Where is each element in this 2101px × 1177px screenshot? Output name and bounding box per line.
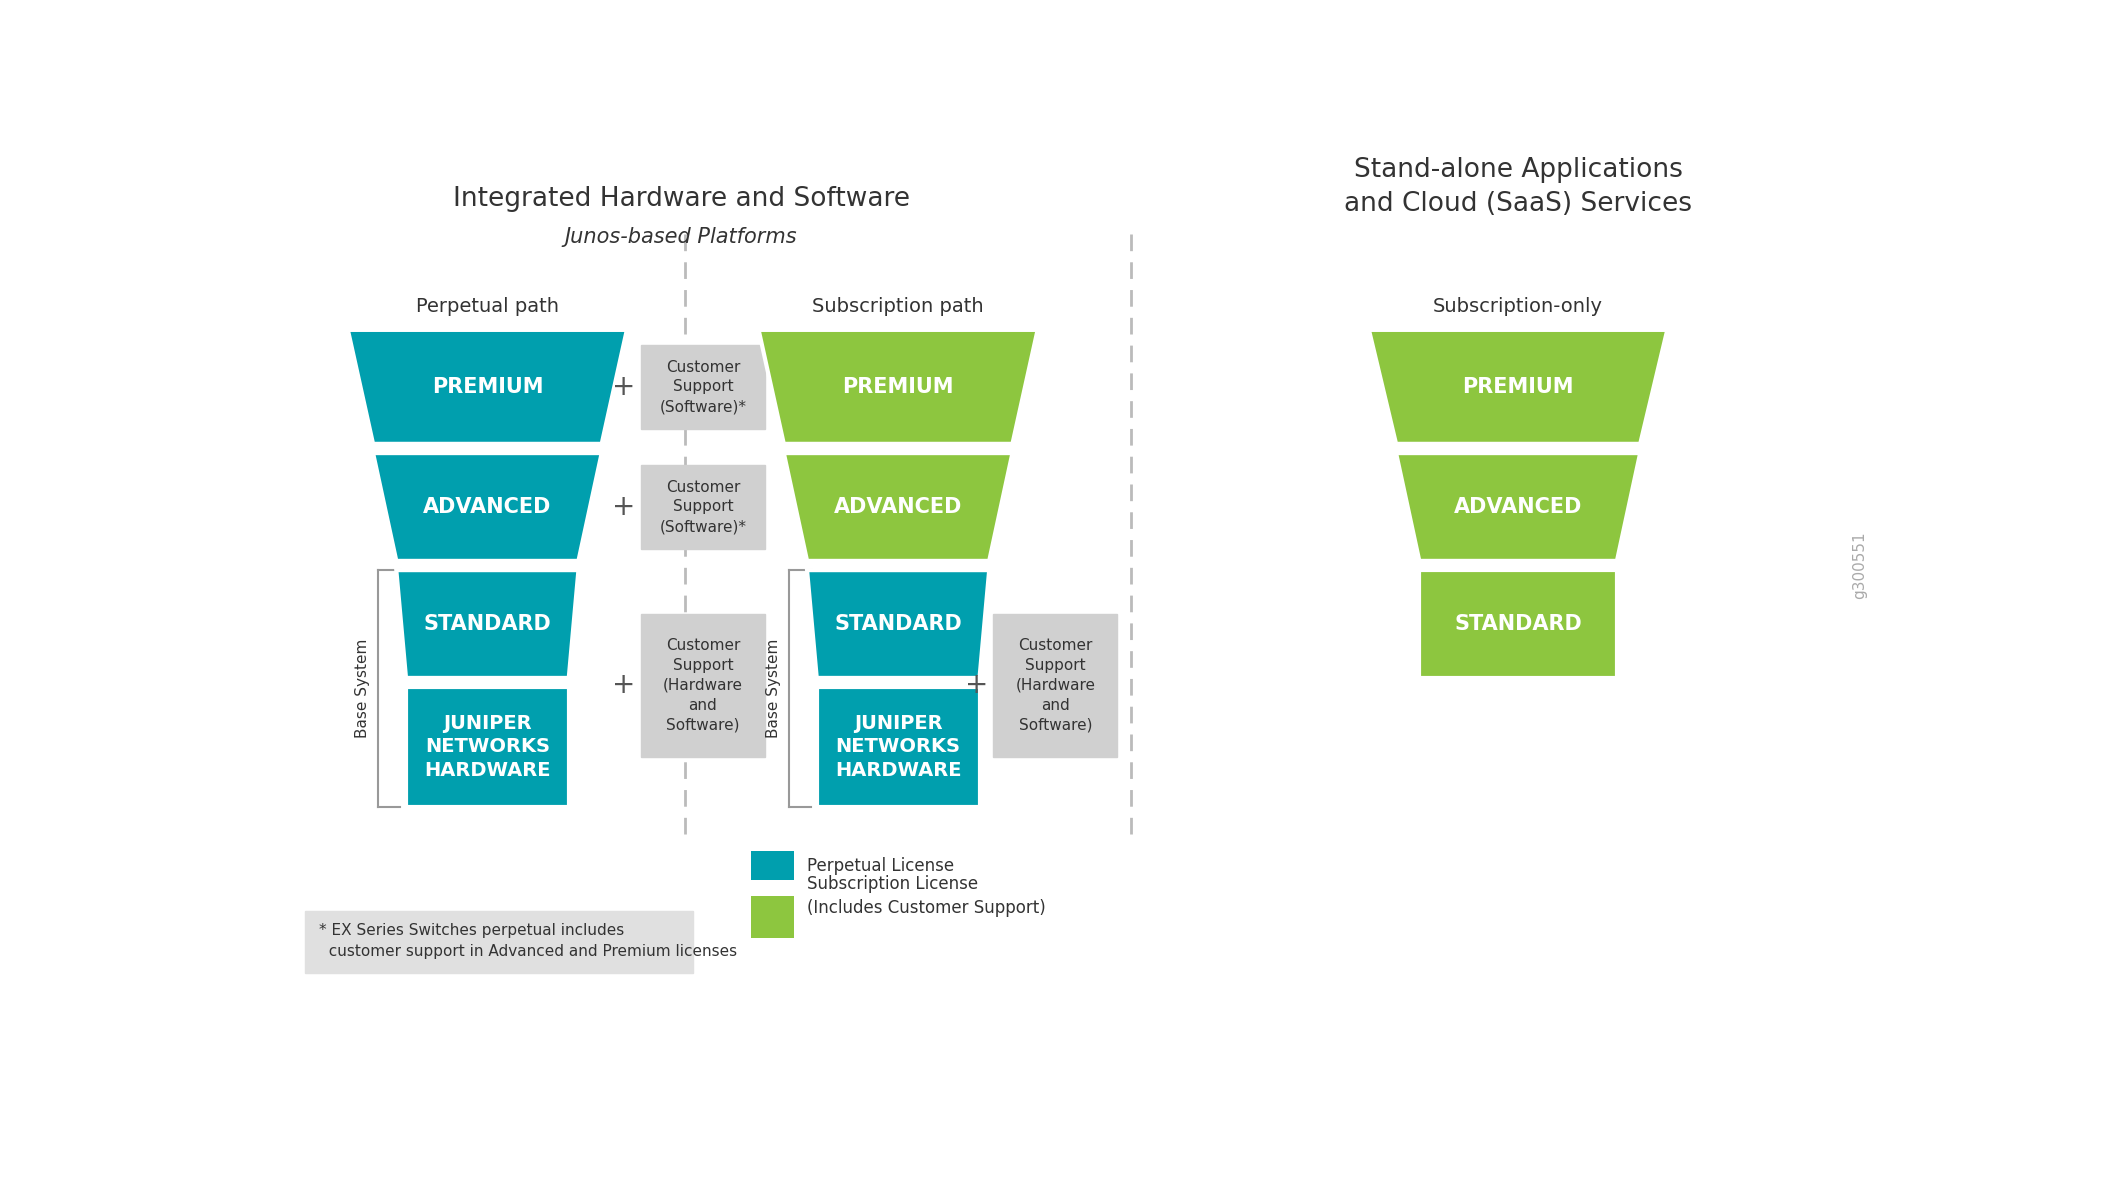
Polygon shape <box>758 330 1038 444</box>
Text: Customer
Support
(Hardware
and
Software): Customer Support (Hardware and Software) <box>1015 638 1095 732</box>
FancyBboxPatch shape <box>641 614 765 757</box>
FancyBboxPatch shape <box>817 687 979 806</box>
Text: ADVANCED: ADVANCED <box>1454 497 1582 517</box>
FancyBboxPatch shape <box>750 896 794 938</box>
Polygon shape <box>349 330 626 444</box>
Text: +: + <box>611 493 635 521</box>
Text: Subscription-only: Subscription-only <box>1433 298 1603 317</box>
Text: Stand-alone Applications
and Cloud (SaaS) Services: Stand-alone Applications and Cloud (SaaS… <box>1345 158 1691 218</box>
Text: +: + <box>611 373 635 401</box>
Text: * EX Series Switches perpetual includes
  customer support in Advanced and Premi: * EX Series Switches perpetual includes … <box>319 923 737 959</box>
Text: STANDARD: STANDARD <box>834 614 962 634</box>
Text: Customer
Support
(Software)*: Customer Support (Software)* <box>660 480 746 534</box>
FancyBboxPatch shape <box>994 614 1118 757</box>
Text: JUNIPER
NETWORKS
HARDWARE: JUNIPER NETWORKS HARDWARE <box>834 713 962 780</box>
FancyBboxPatch shape <box>405 687 569 806</box>
Text: Customer
Support
(Hardware
and
Software): Customer Support (Hardware and Software) <box>662 638 744 732</box>
FancyBboxPatch shape <box>641 345 765 430</box>
Text: PREMIUM: PREMIUM <box>431 377 544 397</box>
Text: Base System: Base System <box>767 639 782 738</box>
FancyBboxPatch shape <box>750 851 794 880</box>
Text: Integrated Hardware and Software: Integrated Hardware and Software <box>452 186 910 212</box>
Text: +: + <box>611 671 635 699</box>
Text: PREMIUM: PREMIUM <box>1462 377 1574 397</box>
FancyBboxPatch shape <box>641 465 765 550</box>
FancyBboxPatch shape <box>305 911 693 973</box>
Text: STANDARD: STANDARD <box>1454 614 1582 634</box>
Text: JUNIPER
NETWORKS
HARDWARE: JUNIPER NETWORKS HARDWARE <box>424 713 550 780</box>
Text: g300551: g300551 <box>1851 531 1866 599</box>
Polygon shape <box>807 570 990 678</box>
Polygon shape <box>397 570 578 678</box>
Text: Junos-based Platforms: Junos-based Platforms <box>565 227 798 247</box>
Polygon shape <box>784 453 1013 561</box>
Text: Customer
Support
(Software)*: Customer Support (Software)* <box>660 359 746 414</box>
Polygon shape <box>374 453 601 561</box>
Text: ADVANCED: ADVANCED <box>422 497 553 517</box>
Polygon shape <box>1420 570 1618 678</box>
Text: Base System: Base System <box>355 639 370 738</box>
Text: STANDARD: STANDARD <box>424 614 550 634</box>
Text: Perpetual License: Perpetual License <box>807 857 954 875</box>
Text: Subscription path: Subscription path <box>813 298 983 317</box>
Text: Perpetual path: Perpetual path <box>416 298 559 317</box>
Polygon shape <box>1395 453 1641 561</box>
Text: Subscription License
(Includes Customer Support): Subscription License (Includes Customer … <box>807 875 1046 917</box>
Text: +: + <box>964 671 987 699</box>
Text: ADVANCED: ADVANCED <box>834 497 962 517</box>
Polygon shape <box>1370 330 1668 444</box>
Text: PREMIUM: PREMIUM <box>843 377 954 397</box>
